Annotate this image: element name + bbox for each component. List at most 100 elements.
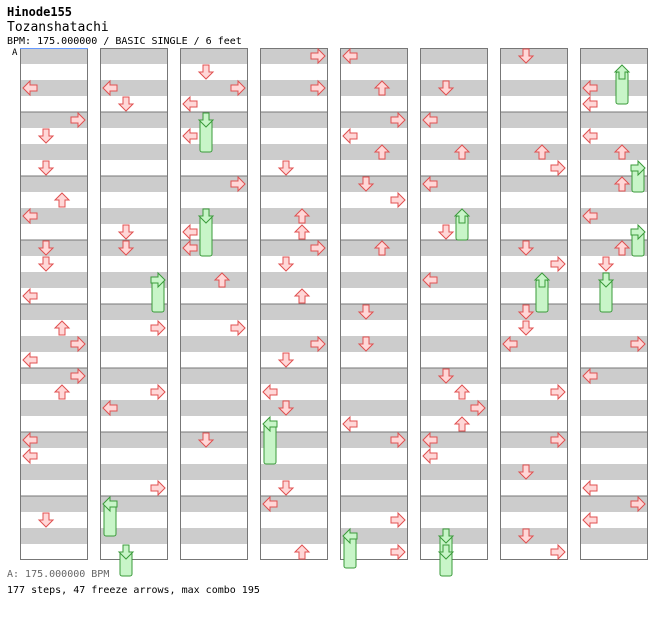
arrow-right-icon (310, 335, 326, 353)
arrow-down-icon (437, 528, 455, 544)
arrow-right-icon (390, 543, 406, 561)
chart-column (20, 48, 88, 560)
arrow-right-icon (550, 159, 566, 177)
arrow-right-icon (550, 431, 566, 449)
chart-column (180, 48, 248, 560)
arrow-down-icon (37, 512, 55, 528)
artist-name: Hinode155 (7, 5, 73, 19)
arrow-right-icon (310, 239, 326, 257)
arrow-down-icon (277, 160, 295, 176)
arrow-up-icon (293, 208, 311, 224)
arrow-right-icon (470, 399, 486, 417)
arrow-right-icon (630, 335, 646, 353)
arrow-down-icon (357, 336, 375, 352)
arrow-up-icon (453, 416, 471, 432)
arrow-down-icon (437, 80, 455, 96)
arrow-left-icon (582, 127, 598, 145)
arrow-down-icon (277, 400, 295, 416)
arrow-right-icon (230, 175, 246, 193)
arrow-up-icon (453, 144, 471, 160)
arrow-down-icon (517, 48, 535, 64)
arrow-left-icon (582, 511, 598, 529)
arrow-left-icon (342, 527, 358, 545)
arrow-up-icon (613, 64, 631, 80)
arrow-left-icon (22, 287, 38, 305)
arrow-down-icon (277, 256, 295, 272)
arrow-down-icon (597, 272, 615, 288)
arrow-down-icon (37, 240, 55, 256)
arrow-up-icon (53, 384, 71, 400)
arrow-left-icon (422, 271, 438, 289)
arrow-right-icon (150, 319, 166, 337)
arrow-right-icon (310, 47, 326, 65)
arrow-right-icon (390, 511, 406, 529)
arrow-down-icon (517, 528, 535, 544)
arrow-up-icon (53, 192, 71, 208)
arrow-left-icon (422, 431, 438, 449)
arrow-down-icon (437, 368, 455, 384)
chart-column (500, 48, 568, 560)
arrow-left-icon (342, 415, 358, 433)
arrow-left-icon (422, 111, 438, 129)
arrow-left-icon (582, 479, 598, 497)
arrow-down-icon (517, 240, 535, 256)
arrow-left-icon (182, 239, 198, 257)
arrow-down-icon (37, 256, 55, 272)
arrow-left-icon (342, 127, 358, 145)
arrow-left-icon (582, 207, 598, 225)
arrow-right-icon (630, 159, 646, 177)
arrow-left-icon (22, 207, 38, 225)
arrow-right-icon (150, 383, 166, 401)
arrow-left-icon (582, 95, 598, 113)
arrow-left-icon (582, 367, 598, 385)
arrow-right-icon (150, 271, 166, 289)
arrow-up-icon (293, 224, 311, 240)
arrow-down-icon (277, 352, 295, 368)
arrow-down-icon (357, 176, 375, 192)
arrow-right-icon (230, 79, 246, 97)
arrow-down-icon (117, 96, 135, 112)
arrow-down-icon (37, 160, 55, 176)
arrow-down-icon (597, 256, 615, 272)
arrow-up-icon (373, 240, 391, 256)
arrow-left-icon (262, 495, 278, 513)
arrow-right-icon (550, 255, 566, 273)
arrow-down-icon (437, 224, 455, 240)
arrow-left-icon (102, 79, 118, 97)
arrow-left-icon (182, 223, 198, 241)
arrow-down-icon (517, 464, 535, 480)
arrow-down-icon (197, 208, 215, 224)
arrow-down-icon (197, 112, 215, 128)
arrow-up-icon (293, 544, 311, 560)
arrow-up-icon (613, 240, 631, 256)
arrow-left-icon (102, 399, 118, 417)
arrow-down-icon (37, 128, 55, 144)
arrow-up-icon (373, 80, 391, 96)
arrow-left-icon (422, 175, 438, 193)
arrow-down-icon (357, 304, 375, 320)
arrow-right-icon (150, 479, 166, 497)
arrow-right-icon (70, 367, 86, 385)
bpm-summary: A: 175.000000 BPM (7, 569, 110, 580)
arrow-up-icon (453, 384, 471, 400)
arrow-left-icon (182, 127, 198, 145)
arrow-down-icon (197, 64, 215, 80)
arrow-down-icon (437, 544, 455, 560)
arrow-right-icon (310, 79, 326, 97)
arrow-up-icon (373, 144, 391, 160)
arrow-up-icon (293, 288, 311, 304)
arrow-left-icon (582, 79, 598, 97)
step-stats: 177 steps, 47 freeze arrows, max combo 1… (7, 585, 260, 596)
arrow-right-icon (390, 191, 406, 209)
arrow-down-icon (517, 304, 535, 320)
arrow-up-icon (533, 144, 551, 160)
arrow-right-icon (550, 543, 566, 561)
arrow-down-icon (117, 544, 135, 560)
arrow-down-icon (117, 224, 135, 240)
arrow-down-icon (517, 320, 535, 336)
arrow-left-icon (342, 47, 358, 65)
arrow-left-icon (262, 415, 278, 433)
arrow-left-icon (102, 495, 118, 513)
arrow-left-icon (502, 335, 518, 353)
